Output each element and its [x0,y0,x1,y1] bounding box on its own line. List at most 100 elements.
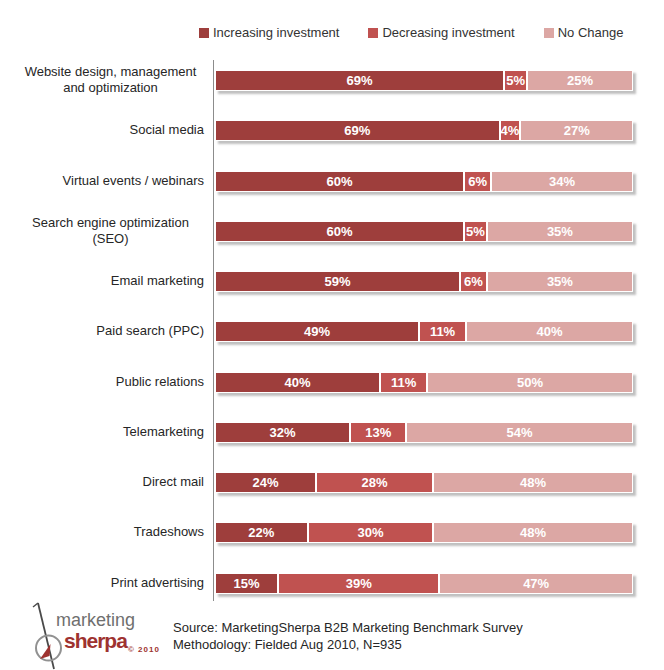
category-label-text: Telemarketing [123,424,213,440]
bar-value-label: 60% [327,174,353,189]
bar-value-label: 5% [506,73,525,88]
bar-value-label: 30% [357,525,383,540]
bar-value-label: 11% [430,324,455,339]
chart-row: Tradeshows 22% 30% 48% [0,507,664,557]
bar-value-label: 32% [270,425,296,440]
stacked-bar: 69% 5%25% [215,70,633,91]
bar-segment: 5% [504,70,527,91]
bar-segment: 6% [460,271,487,292]
marketingsherpa-logo: marketing sherpa © 2010 [24,596,194,670]
category-label: Social media [0,122,213,138]
bar-segment: 25% [527,70,633,91]
bar-segment: 48% [433,472,633,493]
bar-value-label: 5% [466,224,485,239]
bar-value-label: 39% [346,576,372,591]
bar-segment: 30% [308,522,434,543]
bar-segment: 5% [464,221,487,242]
chart-row: Paid search (PPC)49%11%40% [0,306,664,356]
legend-label: No Change [558,25,624,40]
stacked-bar: 40%11% 50% [215,372,633,393]
bar-value-label: 35% [547,274,573,289]
bar-value-label: 47% [523,576,549,591]
legend-item: Decreasing investment [368,25,514,40]
chart-row: Virtual events / webinars60%6%34% [0,156,664,206]
bar-value-label: 27% [564,123,590,138]
category-label-text: Social media [130,122,213,138]
category-label: Website design, management and optimizat… [0,64,213,96]
chart-row: Telemarketing 32% 13% 54% [0,407,664,457]
legend-item: No Change [544,25,624,40]
category-label: Print advertising [0,575,213,591]
category-label-text: Tradeshows [134,524,213,540]
chart-row: Search engine optimization (SEO) 60% 5% 35% [0,206,664,256]
methodology-line: Methodology: Fielded Aug 2010, N=935 [173,636,523,653]
bar-segment: 60% [215,221,464,242]
bar-value-label: 6% [468,174,487,189]
bar-segment: 28% [316,472,433,493]
bar-value-label: 40% [537,324,563,339]
category-label: Direct mail [0,474,213,490]
category-label: Public relations [0,374,213,390]
bar-value-label: 54% [507,425,533,440]
source-note: Source: MarketingSherpa B2B Marketing Be… [173,619,523,653]
category-axis-line [213,60,214,601]
legend-item: Increasing investment [199,25,339,40]
bar-value-label: 15% [234,576,260,591]
bar-value-label: 48% [520,525,546,540]
stacked-bar: 60%6%34% [215,171,633,192]
chart-row: Email marketing 59% 6% 35% [0,256,664,306]
category-label: Virtual events / webinars [0,173,213,189]
bar-value-label: 35% [547,224,573,239]
bar-segment: 11% [380,372,427,393]
bar-segment: 6% [464,171,491,192]
bar-value-label: 48% [520,475,546,490]
logo-marketing-text: marketing [56,610,135,631]
bar-value-label: 50% [517,375,543,390]
bar-value-label: 59% [325,274,351,289]
legend-label: Decreasing investment [382,25,514,40]
bar-segment: 15% [215,573,278,594]
legend-label: Increasing investment [213,25,339,40]
stacked-bar: 15% 39% 47% [215,573,633,594]
bar-segment: 40% [466,321,633,342]
bar-value-label: 4% [501,123,520,138]
bar-value-label: 13% [365,425,391,440]
logo-copyright: © 2010 [128,645,160,654]
bar-segment: 35% [487,221,633,242]
category-label: Paid search (PPC) [0,323,213,339]
stacked-bar: 22% 30% 48% [215,522,633,543]
category-label: Email marketing [0,273,213,289]
bar-segment: 60% [215,171,464,192]
bar-segment: 48% [433,522,633,543]
stacked-bar-chart: Website design, management and optimizat… [0,55,664,615]
category-label-text: Virtual events / webinars [63,173,213,189]
legend-swatch-icon [368,28,378,38]
bar-value-label: 69% [347,73,373,88]
category-label-text: Website design, management and optimizat… [17,64,213,96]
logo-sherpa-text: sherpa [64,629,127,653]
category-label-text: Print advertising [111,575,213,591]
category-label-text: Direct mail [143,474,213,490]
stacked-bar: 60% 5% 35% [215,221,633,242]
stacked-bar: 32% 13% 54% [215,422,633,443]
category-label-text: Paid search (PPC) [96,323,213,339]
source-line: Source: MarketingSherpa B2B Marketing Be… [173,619,523,636]
category-label-text: Search engine optimization (SEO) [17,215,213,247]
bar-segment: 69% [215,70,504,91]
bar-value-label: 60% [327,224,353,239]
bar-segment: 40% [215,372,380,393]
category-label-text: Email marketing [111,273,213,289]
legend-swatch-icon [544,28,554,38]
bar-segment: 32% [215,422,350,443]
chart-row: Social media69%4%27% [0,105,664,155]
bar-segment: 22% [215,522,308,543]
bar-value-label: 24% [252,475,278,490]
bar-segment: 50% [427,372,633,393]
bar-value-label: 28% [362,475,388,490]
bar-segment: 47% [439,573,633,594]
bar-segment: 11% [419,321,466,342]
bar-segment: 24% [215,472,316,493]
bar-value-label: 22% [248,525,274,540]
legend-swatch-icon [199,28,209,38]
category-label: Search engine optimization (SEO) [0,215,213,247]
